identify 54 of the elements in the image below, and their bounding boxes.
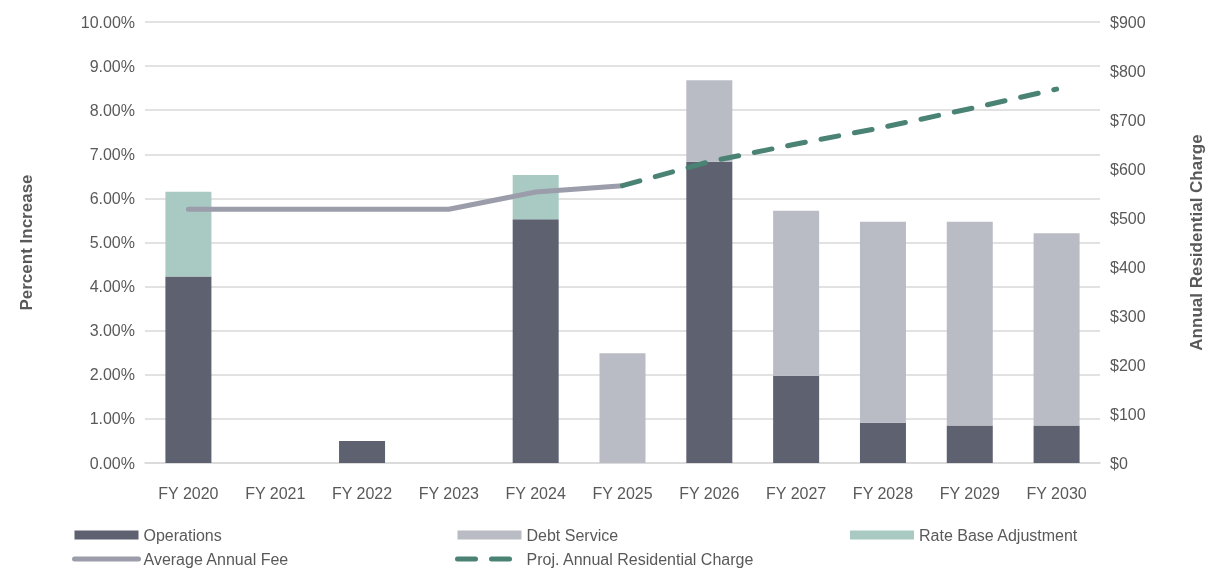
bar bbox=[946, 425, 993, 463]
bar bbox=[512, 219, 559, 463]
legend-label: Average Annual Fee bbox=[143, 550, 289, 568]
y-tick-label: 9.00% bbox=[89, 57, 135, 75]
x-tick-label: FY 2025 bbox=[592, 484, 653, 502]
y2-tick-label: $600 bbox=[1110, 160, 1146, 178]
x-tick-label: FY 2024 bbox=[505, 484, 566, 502]
legend-label: Debt Service bbox=[526, 526, 619, 544]
bar bbox=[946, 221, 993, 426]
bar bbox=[859, 422, 906, 463]
y2-tick-label: $900 bbox=[1110, 13, 1146, 31]
y2-tick-label: $100 bbox=[1110, 405, 1146, 423]
y2-tick-label: $400 bbox=[1110, 258, 1146, 276]
y-tick-label: 10.00% bbox=[80, 13, 135, 31]
y-tick-label: 4.00% bbox=[89, 278, 135, 296]
bar bbox=[1033, 425, 1080, 463]
bar bbox=[339, 440, 386, 463]
x-tick-label: FY 2021 bbox=[245, 484, 306, 502]
y2-tick-label: $0 bbox=[1110, 454, 1128, 472]
y2-axis-title: Annual Residential Charge bbox=[1187, 134, 1206, 351]
x-tick-label: FY 2027 bbox=[766, 484, 827, 502]
x-tick-label: FY 2026 bbox=[679, 484, 740, 502]
legend-label: Proj. Annual Residential Charge bbox=[526, 550, 754, 568]
x-tick-label: FY 2028 bbox=[852, 484, 914, 502]
x-tick-label: FY 2023 bbox=[418, 484, 480, 502]
y2-tick-label: $800 bbox=[1110, 62, 1146, 80]
y-tick-label: 8.00% bbox=[89, 101, 135, 119]
bar bbox=[773, 375, 820, 463]
y-tick-label: 2.00% bbox=[89, 366, 135, 384]
bar bbox=[1033, 233, 1080, 426]
y2-tick-label: $500 bbox=[1110, 209, 1146, 227]
y-tick-label: 3.00% bbox=[89, 322, 135, 340]
legend-label: Rate Base Adjustment bbox=[919, 526, 1078, 544]
y2-tick-label: $300 bbox=[1110, 307, 1146, 325]
y-tick-label: 0.00% bbox=[89, 454, 135, 472]
y2-tick-label: $200 bbox=[1110, 356, 1146, 374]
bar bbox=[165, 191, 212, 277]
bar bbox=[599, 353, 646, 463]
x-tick-label: FY 2029 bbox=[939, 484, 1000, 502]
bar bbox=[686, 80, 733, 162]
y-tick-label: 1.00% bbox=[89, 410, 135, 428]
bar bbox=[773, 210, 820, 376]
y-tick-label: 5.00% bbox=[89, 234, 135, 251]
y-axis-title: Percent Increase bbox=[17, 174, 36, 311]
y2-tick-label: $700 bbox=[1110, 111, 1146, 129]
bar bbox=[686, 161, 733, 463]
bar bbox=[859, 221, 906, 423]
x-tick-label: FY 2030 bbox=[1026, 484, 1087, 502]
legend-label: Operations bbox=[143, 526, 222, 544]
y-tick-label: 6.00% bbox=[89, 189, 135, 207]
x-tick-label: FY 2022 bbox=[331, 484, 393, 502]
x-tick-label: FY 2020 bbox=[158, 484, 219, 502]
y-tick-label: 7.00% bbox=[89, 145, 135, 163]
bar bbox=[165, 276, 212, 463]
